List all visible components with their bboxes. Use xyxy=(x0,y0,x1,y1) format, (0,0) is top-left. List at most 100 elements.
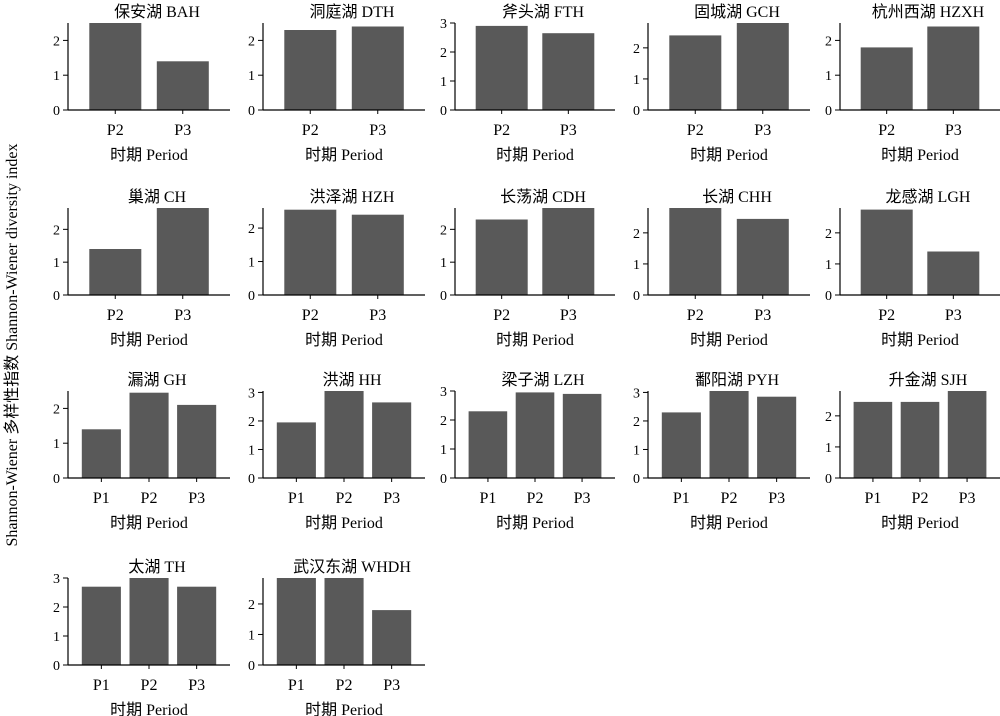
bar xyxy=(947,391,987,478)
bar xyxy=(276,422,316,478)
x-tick-label: P2 xyxy=(878,122,895,139)
x-tick-label: P3 xyxy=(383,490,400,507)
x-axis-label: 时期 Period xyxy=(305,701,383,716)
bar xyxy=(475,25,528,110)
x-tick-label: P2 xyxy=(527,490,544,507)
x-tick-label: P2 xyxy=(302,122,319,139)
bar xyxy=(900,401,940,478)
bar xyxy=(89,249,142,295)
bar xyxy=(562,393,602,478)
y-tick-label: 1 xyxy=(825,69,832,84)
chart-title: 长荡湖 CDH xyxy=(500,188,586,206)
chart-title: 保安湖 BAH xyxy=(114,3,200,21)
bar xyxy=(709,391,749,478)
bar xyxy=(284,209,337,295)
chart-title: 太湖 TH xyxy=(128,558,186,576)
bar xyxy=(542,33,595,111)
y-tick-label: 1 xyxy=(53,69,60,84)
bar xyxy=(860,47,913,110)
bar xyxy=(927,251,980,295)
chart-panel: 升金湖 SJH P1 P2 P3 0 1 2 时期 Period xyxy=(825,371,1000,532)
x-tick-label: P1 xyxy=(288,677,305,694)
bar xyxy=(736,218,789,295)
y-tick-label: 0 xyxy=(825,104,832,119)
bar xyxy=(351,214,404,295)
x-tick-label: P3 xyxy=(188,677,205,694)
x-tick-label: P3 xyxy=(560,122,577,139)
chart-title: 长湖 CHH xyxy=(702,188,772,206)
y-tick-label: 3 xyxy=(633,386,640,401)
chart-title: 鄱阳湖 PYH xyxy=(695,371,779,389)
x-tick-label: P2 xyxy=(687,122,704,139)
chart-title: 巢湖 CH xyxy=(128,188,187,206)
x-tick-label: P2 xyxy=(687,307,704,324)
y-tick-label: 2 xyxy=(53,34,60,49)
x-axis-label: 时期 Period xyxy=(881,514,959,532)
x-tick-label: P2 xyxy=(493,307,510,324)
y-tick-label: 2 xyxy=(248,598,255,613)
x-tick-label: P3 xyxy=(369,307,386,324)
x-tick-label: P3 xyxy=(369,122,386,139)
bar xyxy=(81,429,121,478)
x-axis-label: 时期 Period xyxy=(496,514,574,532)
y-tick-label: 0 xyxy=(633,104,640,119)
chart-panel: 武汉东湖 WHDH P1 P2 P3 0 1 2 时期 Period xyxy=(248,558,425,716)
x-tick-label: P2 xyxy=(721,490,738,507)
x-tick-label: P3 xyxy=(945,307,962,324)
y-tick-label: 0 xyxy=(53,104,60,119)
chart-panel: 长湖 CHH P2 P3 0 1 2 时期 Period xyxy=(633,188,810,349)
y-tick-label: 1 xyxy=(825,441,832,456)
chart-panel: 洪湖 HH P1 P2 P3 0 1 2 3 时期 Period xyxy=(248,371,425,532)
x-tick-label: P3 xyxy=(383,677,400,694)
bar xyxy=(927,26,980,110)
bar xyxy=(372,610,412,665)
y-tick-label: 2 xyxy=(440,414,447,429)
x-tick-label: P3 xyxy=(174,307,191,324)
y-tick-label: 1 xyxy=(53,630,60,645)
y-tick-label: 1 xyxy=(440,256,447,271)
chart-panel: 龙感湖 LGH P2 P3 0 1 2 时期 Period xyxy=(825,188,1000,349)
bar xyxy=(757,396,797,478)
y-tick-label: 0 xyxy=(633,289,640,304)
y-tick-label: 0 xyxy=(440,104,447,119)
y-tick-label: 2 xyxy=(53,223,60,238)
bar xyxy=(324,391,364,478)
x-tick-label: P3 xyxy=(754,122,771,139)
y-tick-label: 2 xyxy=(633,415,640,430)
chart-panel: 巢湖 CH P2 P3 0 1 2 时期 Period xyxy=(53,188,230,349)
y-tick-label: 2 xyxy=(248,34,255,49)
chart-panel: 杭州西湖 HZXH P2 P3 0 1 2 时期 Period xyxy=(825,3,1000,164)
x-tick-label: P1 xyxy=(864,490,881,507)
chart-panel: 固城湖 GCH P2 P3 0 1 2 时期 Period xyxy=(633,3,810,164)
x-tick-label: P2 xyxy=(141,490,158,507)
y-tick-label: 2 xyxy=(633,227,640,242)
x-axis-label: 时期 Period xyxy=(881,146,959,164)
y-tick-label: 2 xyxy=(633,42,640,57)
x-tick-label: P3 xyxy=(560,307,577,324)
y-tick-label: 2 xyxy=(440,223,447,238)
y-tick-label: 1 xyxy=(825,258,832,273)
bar xyxy=(475,219,528,295)
y-tick-label: 0 xyxy=(53,289,60,304)
y-tick-label: 0 xyxy=(248,472,255,487)
y-tick-label: 2 xyxy=(248,415,255,430)
chart-panel: 太湖 TH P1 P2 P3 0 1 2 3 时期 Period xyxy=(53,558,230,716)
bar xyxy=(736,23,789,110)
chart-title: 漏湖 GH xyxy=(127,371,187,389)
y-tick-label: 2 xyxy=(825,34,832,49)
chart-panel: 洞庭湖 DTH P2 P3 0 1 2 时期 Period xyxy=(248,3,425,164)
x-axis-label: 时期 Period xyxy=(305,331,383,349)
y-tick-label: 0 xyxy=(440,472,447,487)
x-tick-label: P1 xyxy=(93,490,110,507)
x-tick-label: P1 xyxy=(288,490,305,507)
y-tick-label: 3 xyxy=(440,385,447,400)
bar xyxy=(89,23,142,110)
chart-panel: 漏湖 GH P1 P2 P3 0 1 2 时期 Period xyxy=(53,371,230,532)
chart-panel: 梁子湖 LZH P1 P2 P3 0 1 2 3 时期 Period xyxy=(440,371,615,532)
x-axis-label: 时期 Period xyxy=(110,514,188,532)
chart-panel: 鄱阳湖 PYH P1 P2 P3 0 1 2 3 时期 Period xyxy=(633,371,810,532)
bar xyxy=(156,61,209,110)
chart-panel: 长荡湖 CDH P2 P3 0 1 2 时期 Period xyxy=(440,188,615,349)
x-axis-label: 时期 Period xyxy=(881,331,959,349)
